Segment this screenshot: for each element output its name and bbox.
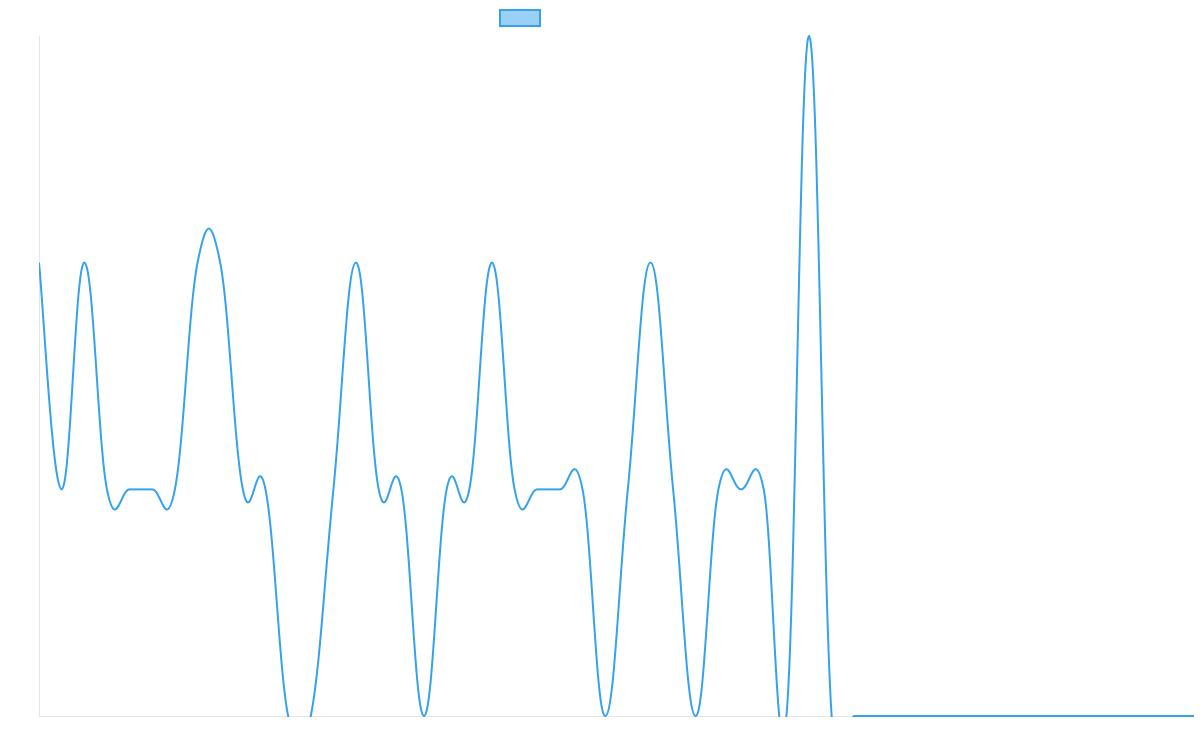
legend-swatch bbox=[499, 9, 541, 27]
data-line bbox=[39, 34, 1194, 717]
